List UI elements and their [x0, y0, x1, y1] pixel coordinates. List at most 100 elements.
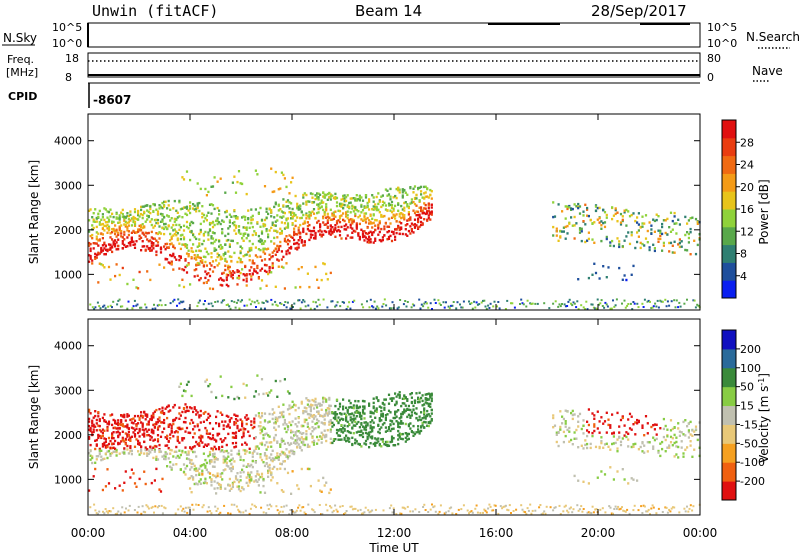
echo-cell — [225, 273, 228, 276]
echo-cell — [271, 476, 274, 479]
echo-cell — [144, 235, 147, 238]
echo-cell — [175, 223, 178, 227]
echo-cell — [141, 416, 144, 419]
echo-cell — [205, 418, 208, 422]
echo-cell — [143, 452, 146, 455]
echo-cell — [229, 307, 232, 310]
echo-cell — [494, 504, 497, 507]
echo-cell — [610, 307, 613, 310]
echo-cell — [426, 187, 429, 190]
echo-cell — [189, 468, 192, 471]
echo-cell — [302, 506, 305, 509]
echo-cell — [452, 301, 455, 303]
echo-cell — [199, 465, 202, 468]
echo-cell — [390, 435, 394, 438]
echo-cell — [553, 424, 557, 427]
echo-cell — [558, 303, 561, 306]
echo-cell — [265, 432, 268, 435]
echo-cell — [426, 393, 429, 396]
echo-cell — [225, 209, 228, 213]
echo-cell — [286, 249, 290, 252]
echo-cell — [155, 250, 158, 253]
echo-cell — [172, 207, 175, 210]
echo-cell — [233, 220, 236, 224]
echo-cell — [111, 306, 113, 309]
echo-cell — [323, 213, 326, 216]
echo-cell — [311, 229, 314, 233]
echo-cell — [277, 245, 280, 248]
echo-cell — [337, 229, 340, 232]
echo-cell — [126, 221, 129, 225]
echo-cell — [652, 436, 655, 439]
echo-cell — [262, 250, 265, 254]
echo-cell — [267, 421, 270, 424]
echo-cell — [561, 303, 563, 305]
echo-cell — [167, 199, 170, 203]
echo-cell — [392, 416, 395, 420]
echo-cell — [236, 472, 239, 475]
echo-cell — [91, 419, 94, 422]
echo-cell — [104, 224, 107, 228]
echo-cell — [357, 430, 360, 433]
echo-cell — [195, 413, 198, 416]
echo-cell — [237, 508, 240, 511]
echo-cell — [156, 232, 160, 236]
echo-cell — [286, 205, 290, 208]
echo-cell — [236, 180, 239, 184]
echo-cell — [578, 231, 582, 234]
echo-cell — [630, 445, 633, 449]
echo-cell — [644, 214, 648, 217]
nsky-tick-top: 10^5 — [52, 21, 82, 34]
echo-cell — [355, 227, 358, 230]
echo-cell — [132, 217, 135, 221]
echo-cell — [593, 417, 596, 420]
echo-cell — [329, 430, 332, 433]
echo-cell — [423, 302, 426, 305]
echo-cell — [337, 434, 340, 437]
echo-cell — [277, 458, 280, 461]
echo-cell — [276, 467, 279, 471]
echo-cell — [227, 274, 230, 277]
echo-cell — [114, 224, 117, 227]
echo-cell — [322, 476, 325, 480]
echo-cell — [426, 409, 429, 413]
echo-cell — [178, 385, 181, 388]
echo-cell — [630, 234, 633, 237]
echo-cell — [299, 445, 302, 449]
echo-cell — [659, 442, 662, 445]
echo-cell — [172, 268, 175, 271]
echo-cell — [155, 218, 158, 221]
echo-cell — [140, 208, 143, 212]
echo-cell — [130, 468, 133, 471]
echo-cell — [224, 259, 227, 262]
echo-cell — [619, 418, 623, 422]
echo-cell — [424, 401, 427, 404]
echo-cell — [163, 232, 166, 236]
echo-cell — [124, 419, 127, 422]
echo-cell — [219, 450, 222, 453]
echo-cell — [400, 227, 403, 231]
echo-cell — [369, 240, 372, 244]
echo-cell — [675, 436, 678, 439]
echo-cell — [205, 264, 208, 267]
echo-cell — [210, 185, 213, 188]
echo-cell — [201, 472, 204, 476]
echo-cell — [438, 510, 441, 513]
echo-cell — [156, 438, 160, 441]
echo-cell — [199, 256, 202, 260]
echo-cell — [357, 406, 360, 410]
echo-cell — [103, 437, 106, 440]
echo-cell — [152, 412, 155, 415]
echo-cell — [187, 249, 190, 252]
echo-cell — [233, 271, 236, 274]
echo-cell — [647, 508, 650, 511]
echo-cell — [352, 432, 355, 435]
echo-cell — [296, 207, 299, 210]
echo-cell — [107, 220, 111, 223]
echo-cell — [153, 511, 155, 514]
echo-cell — [368, 239, 371, 242]
echo-cell — [150, 249, 153, 252]
echo-cell — [346, 210, 349, 213]
echo-cell — [97, 212, 100, 215]
echo-cell — [552, 416, 555, 420]
